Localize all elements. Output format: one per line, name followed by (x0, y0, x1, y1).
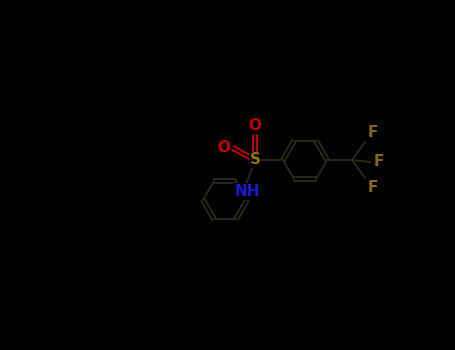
Text: F: F (368, 125, 379, 140)
Text: NH: NH (234, 184, 260, 199)
Text: S: S (249, 153, 261, 168)
Text: F: F (374, 154, 384, 169)
Text: F: F (368, 180, 379, 195)
Text: O: O (248, 118, 262, 133)
Text: O: O (217, 140, 230, 155)
